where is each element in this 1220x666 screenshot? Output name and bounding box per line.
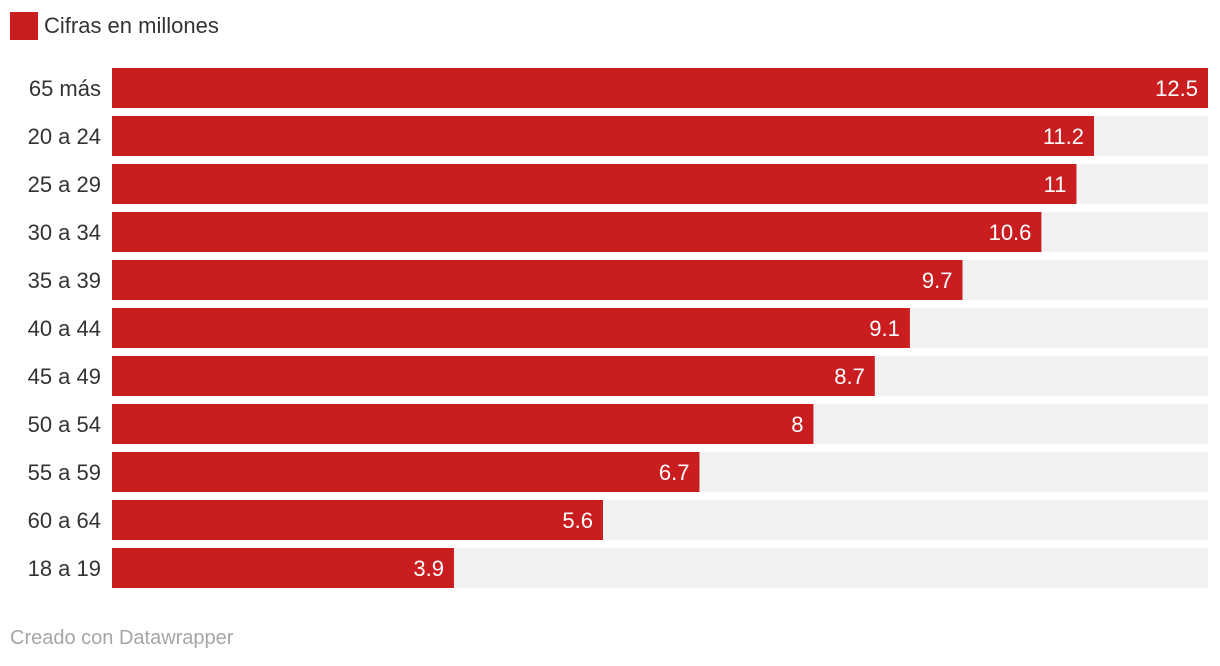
category-label: 18 a 19 [28,556,101,581]
bar [112,260,963,300]
value-label: 9.1 [869,316,900,341]
bar-row: 40 a 44 9.1 [28,308,1208,348]
value-label: 11.2 [1043,124,1084,149]
value-label: 8 [791,412,803,437]
category-label: 30 a 34 [28,220,101,245]
bar-row: 35 a 39 9.7 [28,260,1208,300]
value-label: 8.7 [834,364,865,389]
bar-row: 50 a 54 8 [28,404,1208,444]
category-label: 60 a 64 [28,508,101,533]
bar-row: 45 a 49 8.7 [28,356,1208,396]
value-label: 3.9 [413,556,444,581]
category-label: 45 a 49 [28,364,101,389]
bar [112,116,1095,156]
category-label: 40 a 44 [28,316,101,341]
bar-row: 60 a 64 5.6 [28,500,1208,540]
category-label: 20 a 24 [28,124,101,149]
chart-legend: Cifras en millones [10,12,219,40]
category-label: 25 a 29 [28,172,101,197]
category-label: 55 a 59 [28,460,101,485]
bar [112,548,454,588]
category-label: 50 a 54 [28,412,101,437]
bar-row: 30 a 34 10.6 [28,212,1208,252]
bar [112,500,604,540]
legend-label: Cifras en millones [44,13,219,38]
bar [112,404,814,444]
credit-text: Creado con Datawrapper [10,627,234,649]
bar [112,68,1208,108]
bar [112,164,1077,204]
bar-chart-svg: 65 más 12.5 20 a 24 11.2 25 a 29 11 30 a 34 10.… [28,68,1208,588]
category-label: 65 más [29,76,101,101]
bar-row: 18 a 19 3.9 [28,548,1208,588]
bar [112,356,875,396]
value-label: 5.6 [562,508,593,533]
bar-row: 20 a 24 11.2 [28,116,1208,156]
value-label: 11 [1044,172,1067,197]
bar [112,308,910,348]
legend-swatch [10,12,38,40]
category-label: 35 a 39 [28,268,101,293]
bar [112,452,700,492]
value-label: 10.6 [989,220,1032,245]
bar-row: 25 a 29 11 [28,164,1208,204]
value-label: 6.7 [659,460,690,485]
bar-row: 55 a 59 6.7 [28,452,1208,492]
bar-row: 65 más 12.5 [29,68,1208,108]
value-label: 12.5 [1155,76,1198,101]
bar [112,212,1042,252]
bar-chart: 65 más 12.5 20 a 24 11.2 25 a 29 11 30 a 34 10.… [28,68,1208,588]
value-label: 9.7 [922,268,953,293]
